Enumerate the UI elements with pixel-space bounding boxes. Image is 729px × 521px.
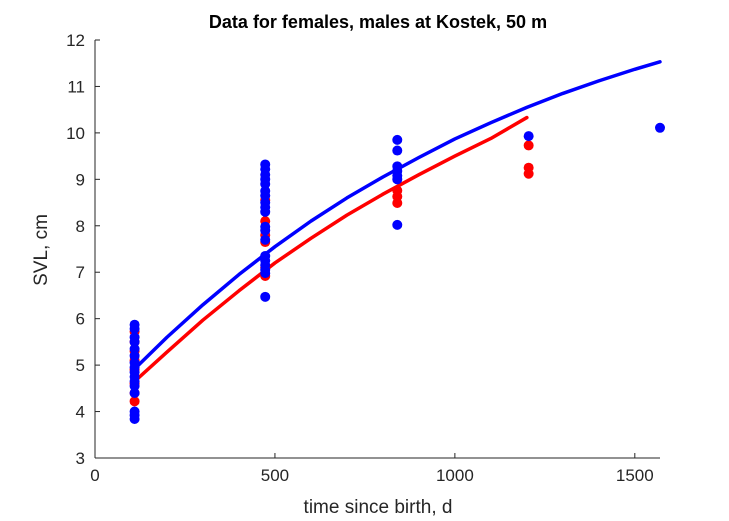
data-point-male xyxy=(260,190,271,201)
y-tick-label: 9 xyxy=(76,170,85,189)
y-tick-label: 3 xyxy=(76,449,85,468)
x-tick-label: 1000 xyxy=(436,466,474,485)
data-point-male xyxy=(260,234,271,245)
data-point-male xyxy=(392,174,403,185)
data-point-male xyxy=(260,268,271,279)
x-tick-label: 500 xyxy=(261,466,289,485)
data-point-male xyxy=(129,336,140,347)
data-point-male xyxy=(392,134,403,145)
y-tick-label: 5 xyxy=(76,356,85,375)
plot-area: 0 500 1000 1500 3 4 5 6 7 8 9 10 11 12 xyxy=(66,31,665,485)
x-tick-label: 1500 xyxy=(616,466,654,485)
data-point-female xyxy=(392,198,403,209)
chart-title: Data for females, males at Kostek, 50 m xyxy=(209,12,547,32)
fit-curve-male xyxy=(132,60,662,371)
fit-curve-female xyxy=(132,115,529,384)
data-point-male xyxy=(260,291,271,302)
data-point-male xyxy=(392,219,403,230)
data-point-male xyxy=(392,145,403,156)
y-tick-label: 12 xyxy=(66,31,85,50)
data-point-male xyxy=(655,122,665,133)
data-point-male xyxy=(260,225,271,236)
x-tick-label: 0 xyxy=(90,466,99,485)
y-tick-label: 4 xyxy=(76,403,85,422)
data-point-female xyxy=(523,140,534,151)
data-point-male xyxy=(129,387,140,398)
data-point-male xyxy=(129,343,140,354)
y-tick-label: 8 xyxy=(76,217,85,236)
y-tick-label: 6 xyxy=(76,310,85,329)
data-point-male xyxy=(523,131,534,142)
data-point-male xyxy=(129,350,140,361)
data-point-female xyxy=(129,396,140,407)
x-axis-label: time since birth, d xyxy=(304,497,453,518)
y-axis-label: SVL, cm xyxy=(31,214,52,286)
data-point-male xyxy=(260,178,271,189)
y-tick-label: 11 xyxy=(67,77,85,96)
data-point-male xyxy=(129,381,140,392)
data-point-male xyxy=(129,413,140,424)
y-tick-label: 7 xyxy=(76,263,85,282)
data-point-male xyxy=(260,206,271,217)
y-tick-label: 10 xyxy=(66,124,85,143)
data-point-male xyxy=(129,323,140,334)
data-point-female xyxy=(523,168,534,179)
